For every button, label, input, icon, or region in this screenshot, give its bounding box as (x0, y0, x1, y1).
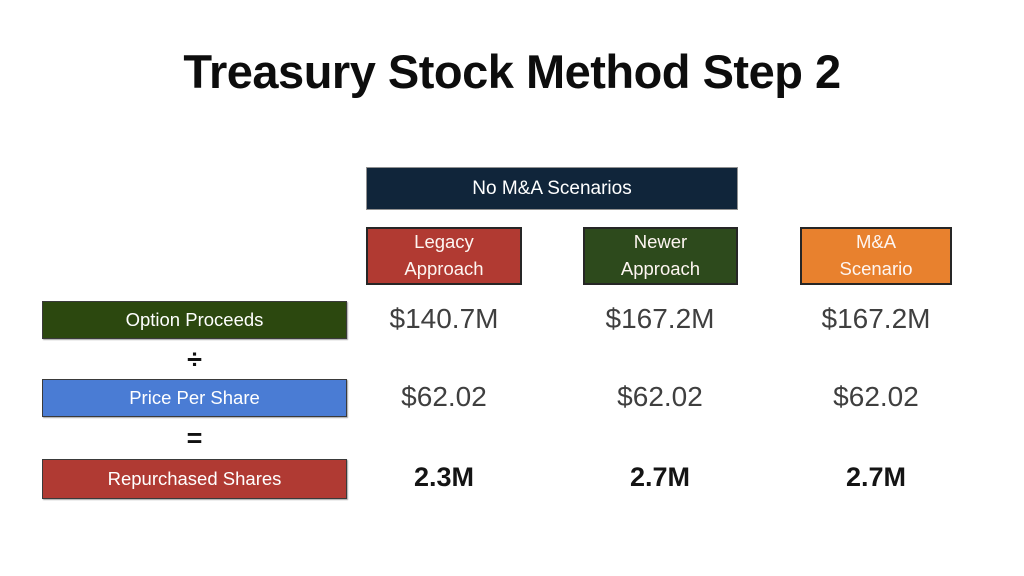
value-repurchased-shares-legacy: 2.3M (413, 462, 475, 492)
row-label-price-per-share: Price Per Share (42, 379, 347, 417)
value-repurchased-shares-newer: 2.7M (629, 462, 691, 492)
value-price-per-share-ma: $62.02 (833, 381, 919, 412)
row-label-option-proceeds: Option Proceeds (42, 301, 347, 339)
row-label-repurchased-shares: Repurchased Shares (42, 459, 347, 499)
divide-operator: ÷ (187, 344, 202, 374)
slide-title: Treasury Stock Method Step 2 (183, 45, 841, 98)
value-option-proceeds-newer: $167.2M (605, 303, 715, 334)
value-option-proceeds-ma: $167.2M (821, 303, 931, 334)
value-price-per-share-newer: $62.02 (617, 381, 703, 412)
column-header-legacy-approach: Legacy Approach (366, 227, 522, 285)
group-header-no-ma-scenarios: No M&A Scenarios (366, 167, 738, 210)
value-price-per-share-legacy: $62.02 (401, 381, 487, 412)
value-option-proceeds-legacy: $140.7M (389, 303, 499, 334)
equals-operator: = (186, 423, 203, 453)
column-header-newer-approach: Newer Approach (583, 227, 738, 285)
column-header-ma-scenario: M&A Scenario (800, 227, 952, 285)
value-repurchased-shares-ma: 2.7M (845, 462, 907, 492)
